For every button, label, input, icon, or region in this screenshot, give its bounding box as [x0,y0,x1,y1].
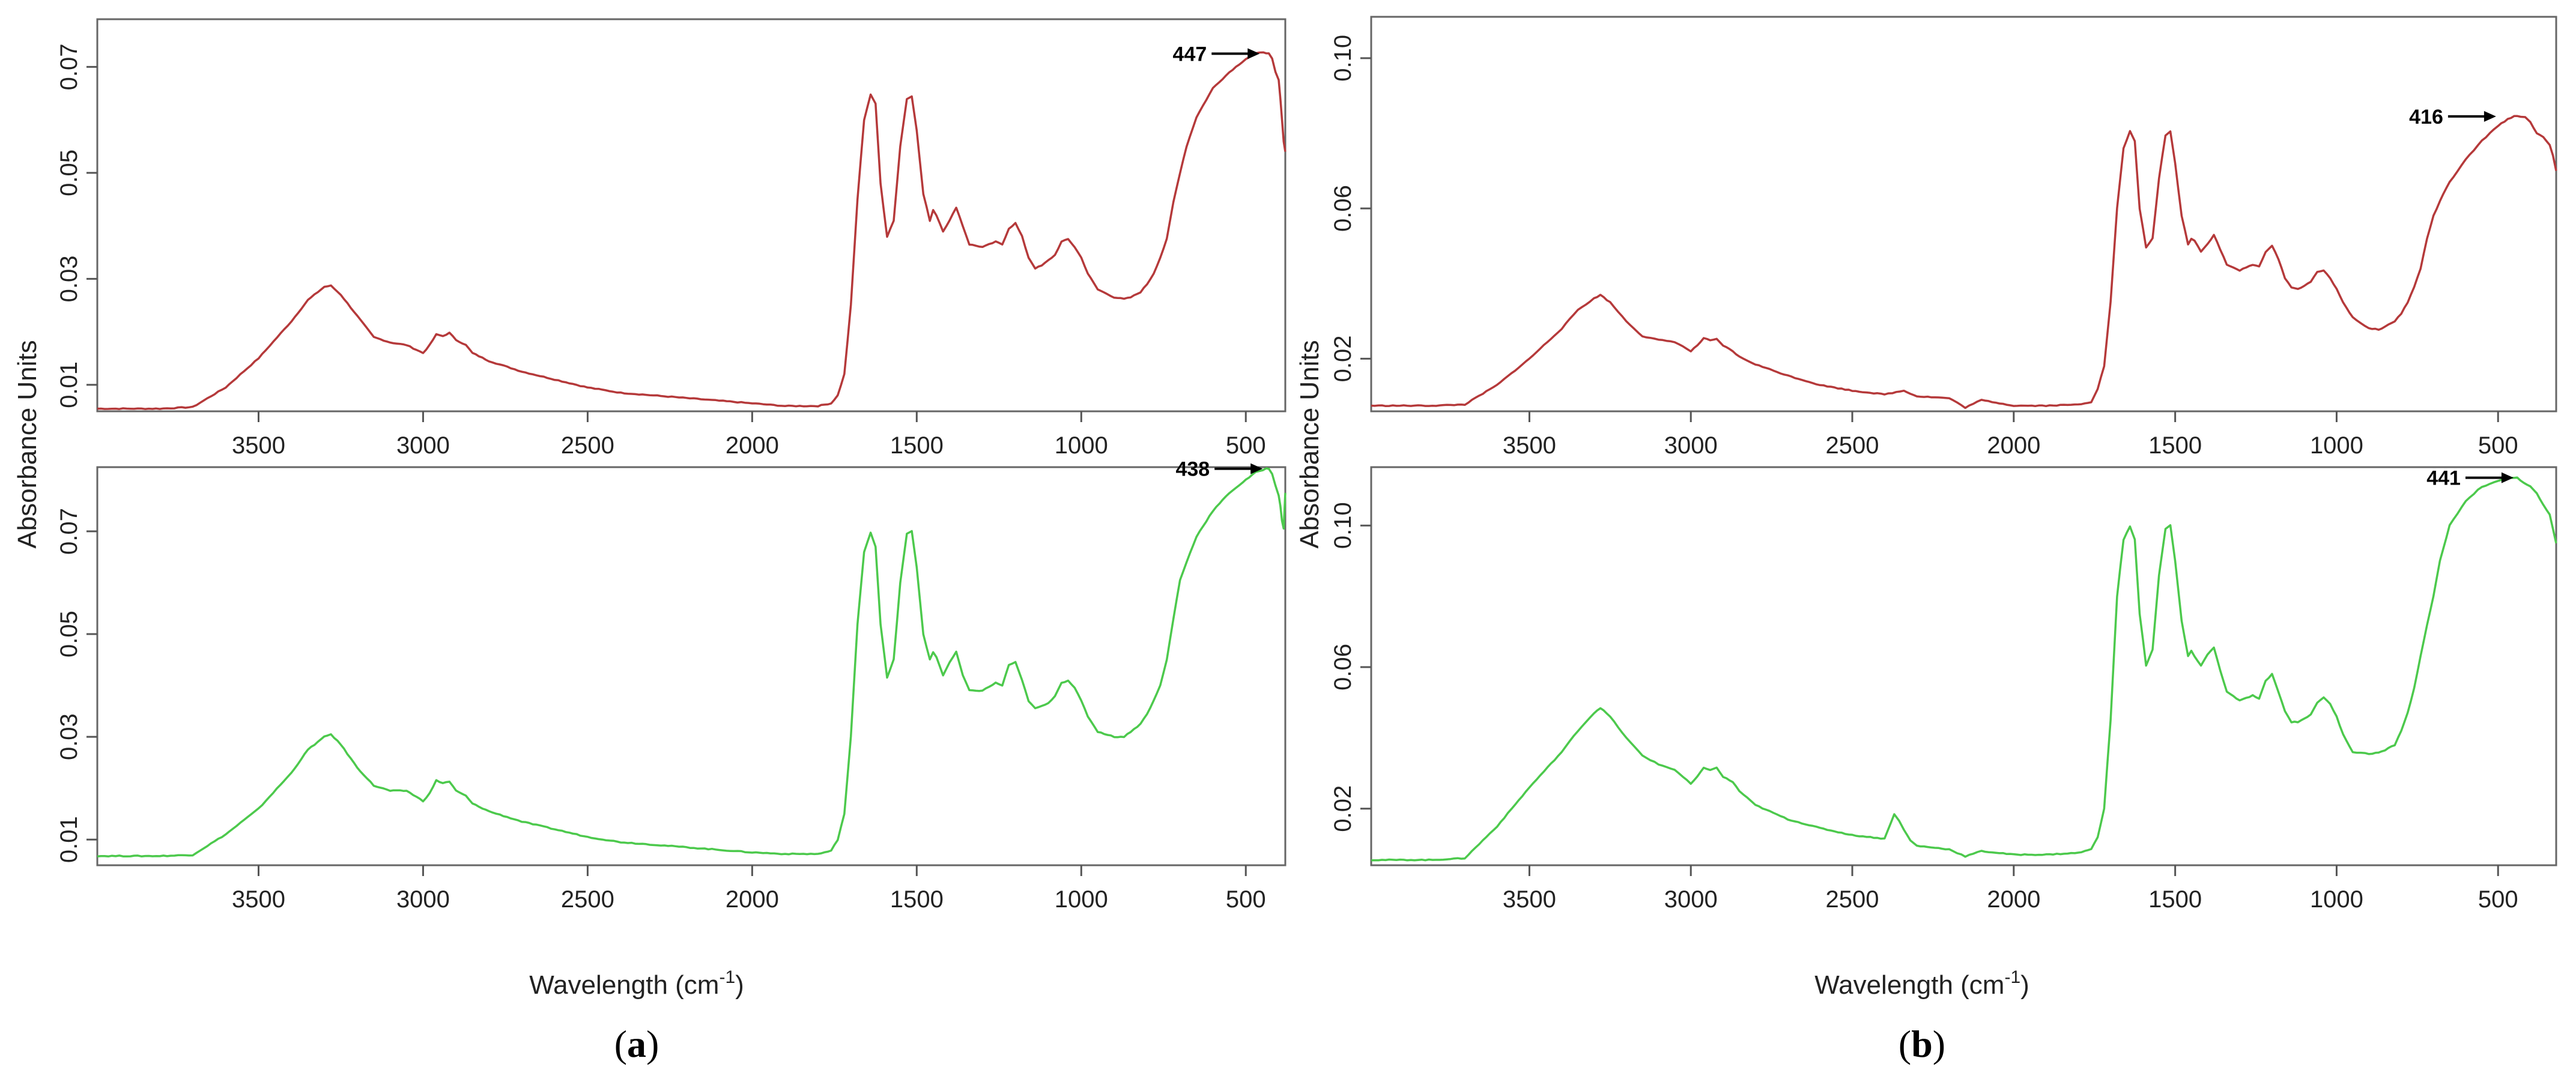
y-tick-label-a-top-0: 0.01 [56,361,82,408]
peak-label-a-top: 447 [1173,43,1207,65]
spectrum-line-b-bottom [1371,476,2557,862]
x-tick-label-a-bottom-2000: 2000 [726,886,779,913]
x-axis-title-a: Wavelength (cm-1) [529,967,744,1000]
x-tick-label-b-top-2500: 2500 [1826,432,1879,459]
spectrum-line-a-top [97,51,1286,410]
peak-label-a-bottom: 438 [1175,458,1210,481]
x-tick-label-a-bottom-2500: 2500 [561,886,614,913]
spectrum-line-b-top [1371,115,2557,410]
x-tick-label-a-top-1000: 1000 [1055,432,1108,459]
y-tick-label-a-bottom-2: 0.05 [56,611,82,657]
x-tick-label-b-bottom-1500: 1500 [2148,886,2202,913]
caption-a: (a) [614,1023,659,1065]
x-tick-label-b-bottom-3500: 3500 [1503,886,1556,913]
y-tick-label-b-top-0: 0.02 [1330,335,1356,382]
y-tick-label-b-top-2: 0.10 [1330,35,1356,82]
x-tick-label-a-bottom-1000: 1000 [1055,886,1108,913]
chart-a-bottom: 3500 3000 2500 2000 1500 1000 500 0.01 0.03 0.05 0… [56,458,1286,913]
x-tick-label-a-top-3500: 3500 [232,432,285,459]
x-tick-label-b-top-1000: 1000 [2310,432,2363,459]
x-tick-label-b-bottom-3000: 3000 [1664,886,1718,913]
x-tick-label-b-top-3000: 3000 [1664,432,1718,459]
plot-frame-b-top [1370,16,2557,413]
x-tick-label-b-bottom-1000: 1000 [2310,886,2363,913]
chart-b-bottom: 3500 3000 2500 2000 1500 1000 500 0.02 0.06 0.10 4… [1330,467,2557,913]
y-tick-label-a-top-2: 0.05 [56,150,82,196]
y-tick-label-a-bottom-0: 0.01 [56,816,82,863]
x-tick-label-a-bottom-500: 500 [1226,886,1266,913]
x-tick-label-a-top-2500: 2500 [561,432,614,459]
y-tick-label-b-bottom-0: 0.02 [1330,785,1356,832]
plot-frame-a-top [96,18,1286,413]
x-tick-label-a-bottom-3500: 3500 [232,886,285,913]
x-tick-label-a-bottom-3000: 3000 [396,886,450,913]
x-axis-title-b: Wavelength (cm-1) [1814,967,2029,1000]
plot-frame-a-bottom [96,466,1286,866]
peak-label-b-top: 416 [2409,106,2443,128]
plot-frame-b-bottom [1370,466,2557,866]
x-tick-label-b-bottom-2000: 2000 [1987,886,2040,913]
x-tick-label-a-top-500: 500 [1226,432,1266,459]
y-tick-label-a-top-1: 0.03 [56,255,82,302]
peak-arrow-head-b-bottom [2501,472,2514,483]
x-tick-label-b-bottom-2500: 2500 [1826,886,1879,913]
y-tick-label-b-bottom-2: 0.10 [1330,502,1356,549]
peak-arrow-head-a-bottom [1250,463,1263,474]
x-tick-label-b-top-2000: 2000 [1987,432,2040,459]
y-tick-label-a-bottom-3: 0.07 [56,508,82,555]
spectrum-line-a-bottom [97,467,1286,858]
spectra-plots: 3500 3000 2500 2000 1500 1000 500 0.01 0.03 0.05 0… [56,35,2557,913]
peak-arrow-head-b-top [2484,110,2496,122]
peak-label-b-bottom: 441 [2426,467,2461,490]
y-axis-title-b: Absorbance Units [1295,340,1324,548]
caption-b: (b) [1899,1023,1945,1065]
y-tick-label-a-top-3: 0.07 [56,43,82,90]
x-tick-label-b-top-3500: 3500 [1503,432,1556,459]
x-tick-label-a-bottom-1500: 1500 [890,886,944,913]
x-tick-label-b-bottom-500: 500 [2478,886,2518,913]
x-tick-label-b-top-500: 500 [2478,432,2518,459]
x-tick-label-b-top-1500: 1500 [2148,432,2202,459]
chart-a-top: 3500 3000 2500 2000 1500 1000 500 0.01 0.03 0.05 0… [56,43,1286,459]
y-tick-label-a-bottom-1: 0.03 [56,713,82,760]
y-tick-label-b-bottom-1: 0.06 [1330,644,1356,691]
x-tick-label-a-top-1500: 1500 [890,432,944,459]
x-tick-label-a-top-3000: 3000 [396,432,450,459]
y-tick-label-b-top-1: 0.06 [1330,185,1356,232]
peak-arrow-head-a-top [1247,48,1260,59]
x-tick-label-a-top-2000: 2000 [726,432,779,459]
y-axis-title-a: Absorbance Units [13,340,42,548]
chart-b-top: 3500 3000 2500 2000 1500 1000 500 0.02 0.06 0.10 4… [1330,35,2557,459]
